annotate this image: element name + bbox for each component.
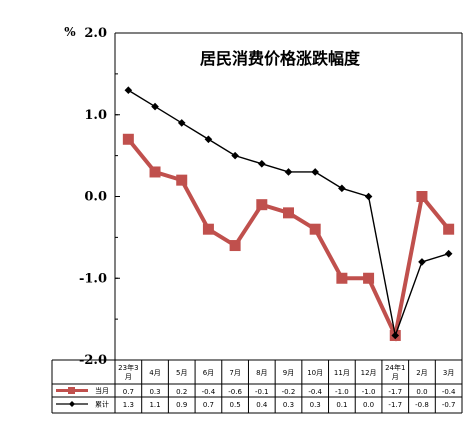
monthly-point xyxy=(176,174,188,186)
cumulative-point xyxy=(364,192,373,201)
monthly-value-cell: 0.0 xyxy=(416,388,427,396)
cumulative-point xyxy=(284,168,293,176)
monthly-value-cell: -0.6 xyxy=(228,388,242,396)
monthly-value-cell: -1.0 xyxy=(362,388,376,396)
monthly-value-cell: -1.0 xyxy=(335,388,349,396)
monthly-point xyxy=(122,133,134,145)
category-label: 3月 xyxy=(443,369,454,377)
cumulative-value-cell: 1.1 xyxy=(149,401,160,409)
y-tick-label: 1.0 xyxy=(84,108,107,123)
cumulative-value-cell: -0.7 xyxy=(442,401,456,409)
monthly-point xyxy=(229,240,241,252)
monthly-point xyxy=(336,272,348,284)
monthly-point xyxy=(309,223,321,235)
cumulative-value-cell: 0.7 xyxy=(203,401,214,409)
category-label: 12月 xyxy=(361,369,377,377)
category-label: 23年3 月 xyxy=(118,363,138,381)
cumulative-value-cell: 1.3 xyxy=(123,401,134,409)
monthly-value-cell: 0.2 xyxy=(176,388,187,396)
cumulative-point xyxy=(177,119,186,127)
cumulative-value-cell: 0.3 xyxy=(310,401,321,409)
y-unit-label: % xyxy=(64,25,76,39)
category-label: 2月 xyxy=(416,369,427,377)
monthly-point xyxy=(256,199,268,211)
series-layer xyxy=(122,86,455,342)
cumulative-point xyxy=(151,102,159,111)
monthly-value-cell: 0.7 xyxy=(123,388,134,396)
category-label: 7月 xyxy=(229,369,240,377)
category-label: 11月 xyxy=(334,369,350,377)
chart-axes: 2.0 1.0 0.0 -1.0 -2.0 xyxy=(52,26,463,413)
cumulative-value-cell: 0.9 xyxy=(176,401,187,409)
monthly-value-cell: -0.4 xyxy=(442,388,456,396)
chart-title: 居民消费价格涨跌幅度 xyxy=(200,49,361,68)
monthly-value-cell: -0.4 xyxy=(308,388,322,396)
cumulative-point xyxy=(258,160,266,168)
cumulative-value-cell: -0.8 xyxy=(415,401,429,409)
monthly-value-cell: -0.2 xyxy=(282,388,296,396)
monthly-point xyxy=(416,191,428,202)
cumulative-point xyxy=(204,135,213,144)
category-label: 4月 xyxy=(149,369,160,377)
cumulative-point xyxy=(391,331,400,340)
data-table: 23年3 月 4月 5月 6月 7月 8月 9月 10月 11月 12月 24年1 月 2月 3月 0.7 0.… xyxy=(51,360,463,414)
y-tick-label: 0.0 xyxy=(84,190,107,205)
cumulative-point xyxy=(124,86,133,95)
category-label: 10月 xyxy=(307,369,323,377)
monthly-value-cell: -0.4 xyxy=(202,388,216,396)
category-label: 6月 xyxy=(203,369,214,377)
monthly-point xyxy=(443,223,455,235)
monthly-point xyxy=(149,166,161,178)
category-label: 9月 xyxy=(283,369,294,377)
category-label: 8月 xyxy=(256,369,267,377)
monthly-value-cell: 0.3 xyxy=(149,388,160,396)
cumulative-point xyxy=(338,184,346,193)
category-label: 5月 xyxy=(176,369,187,377)
legend-monthly-marker xyxy=(68,387,75,394)
cumulative-value-cell: 0.4 xyxy=(256,401,268,409)
monthly-point xyxy=(202,223,214,235)
legend-monthly-label: 当月 xyxy=(95,386,109,395)
y-tick-label: -1.0 xyxy=(79,271,107,286)
cumulative-value-cell: 0.3 xyxy=(283,401,294,409)
cumulative-value-cell: 0.5 xyxy=(230,401,241,409)
category-label: 24年1 月 xyxy=(385,363,405,381)
y-tick-label: -2.0 xyxy=(79,353,107,368)
cumulative-point xyxy=(418,258,426,266)
cumulative-value-cell: 0.0 xyxy=(363,401,374,409)
legend-cumulative-label: 累计 xyxy=(95,400,109,409)
cumulative-value-cell: 0.1 xyxy=(336,401,347,409)
cumulative-value-cell: -1.7 xyxy=(388,401,402,409)
monthly-value-cell: -0.1 xyxy=(255,388,269,396)
monthly-value-cell: -1.7 xyxy=(388,388,402,396)
legend-cumulative-marker xyxy=(69,401,75,407)
monthly-point xyxy=(363,272,375,284)
cumulative-point xyxy=(231,151,239,160)
cumulative-point xyxy=(444,249,453,258)
y-tick-label: 2.0 xyxy=(84,26,107,41)
cumulative-point xyxy=(311,168,319,176)
monthly-point xyxy=(283,207,294,219)
